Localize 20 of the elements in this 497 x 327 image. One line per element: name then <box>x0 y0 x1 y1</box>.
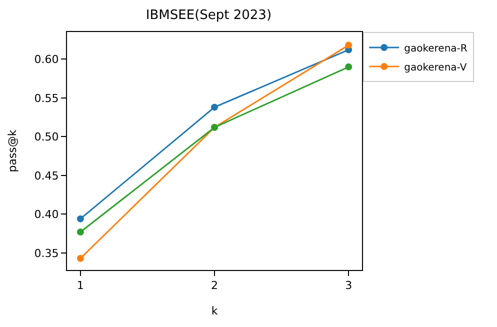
y-tick-label: 0.60 <box>34 52 59 66</box>
point <box>345 63 352 70</box>
x-tick-label: 3 <box>345 279 352 292</box>
point <box>211 104 218 111</box>
point <box>76 254 84 262</box>
y-tick-label: 0.40 <box>34 208 59 222</box>
point <box>76 215 84 222</box>
x-tick-label: 2 <box>211 279 218 292</box>
point <box>345 42 352 49</box>
y-tick-label: 0.50 <box>34 130 59 144</box>
y-tick-label: 0.55 <box>34 92 59 105</box>
y-tick-label: 0.35 <box>34 246 59 260</box>
point <box>76 228 84 236</box>
legend-label: gaokerena-R <box>404 43 468 54</box>
x-axis-title: k <box>211 304 218 318</box>
y-tick-label: 0.45 <box>34 169 59 182</box>
legend-label: gaokerena-V <box>404 62 467 74</box>
x-tick-label: 1 <box>76 279 84 292</box>
chart-title: IBMSEE(Sept 2023) <box>146 8 272 23</box>
y-axis-title: pass@k <box>6 129 19 172</box>
